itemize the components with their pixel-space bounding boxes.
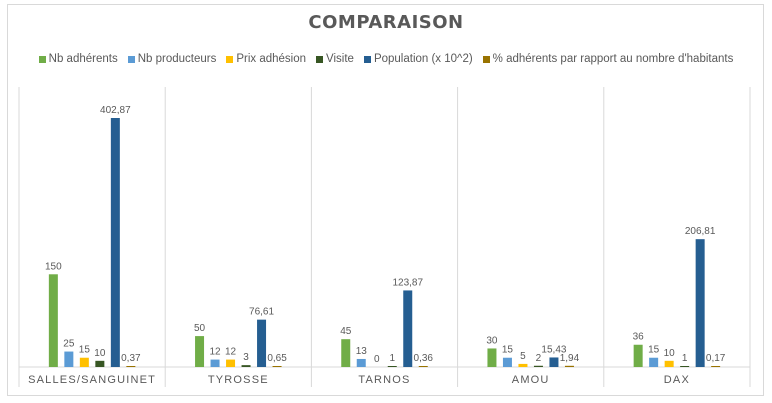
bar [695, 239, 705, 367]
data-label: 1 [389, 353, 395, 364]
category-label: AMOU [512, 374, 550, 386]
bar [711, 366, 721, 367]
bar [649, 357, 659, 367]
category-label: SALLES/SANGUINET [28, 374, 156, 386]
bar [126, 366, 136, 367]
data-label: 45 [340, 326, 352, 337]
bar [110, 118, 120, 367]
bar [664, 360, 674, 367]
category-label: DAX [664, 374, 690, 386]
data-label: 1,94 [560, 353, 580, 364]
chart-frame [7, 4, 764, 396]
data-label: 50 [194, 323, 206, 334]
chart-title: COMPARAISON [308, 12, 464, 33]
data-label: 3 [243, 352, 249, 363]
legend-label: Prix adhésion [236, 53, 307, 65]
legend-swatch [363, 55, 371, 63]
category-label: TARNOS [358, 374, 410, 386]
bar [518, 363, 528, 367]
bar [680, 366, 690, 367]
data-label: 402,87 [100, 105, 131, 116]
data-label: 15 [648, 345, 660, 356]
data-label: 76,61 [249, 307, 274, 318]
bar [210, 359, 220, 367]
data-label: 15,43 [541, 344, 566, 355]
legend-item: Population (x 10^2) [363, 53, 473, 65]
bar [564, 365, 574, 367]
legend-swatch [482, 55, 490, 63]
data-label: 2 [536, 353, 542, 364]
bar [549, 357, 559, 367]
data-label: 10 [664, 348, 676, 359]
bar [387, 366, 397, 367]
data-label: 0 [374, 354, 380, 365]
bar [95, 360, 105, 367]
legend-swatch [316, 55, 324, 63]
bar [257, 319, 267, 367]
data-label: 15 [79, 345, 91, 356]
bar [341, 339, 351, 367]
bar [64, 351, 74, 367]
legend-label: Population (x 10^2) [373, 53, 473, 65]
legend-label: Nb adhérents [48, 53, 118, 65]
legend-item: Prix adhésion [226, 53, 306, 65]
data-label: 150 [45, 261, 62, 272]
bar [226, 359, 236, 367]
data-label: 0,37 [121, 353, 141, 364]
data-label: 206,81 [685, 226, 716, 237]
legend-label: % adhérents par rapport au nombre d'habi… [492, 53, 734, 65]
data-label: 12 [225, 347, 237, 358]
category-label: TYROSSE [208, 374, 269, 386]
legend-swatch [226, 55, 234, 63]
data-label: 25 [63, 339, 75, 350]
data-label: 36 [633, 332, 645, 343]
bar [487, 348, 497, 367]
bar [195, 336, 205, 367]
legend-label: Nb producteurs [137, 53, 217, 65]
chart-legend: Nb adhérents Nb producteurs Prix adhésion V… [0, 53, 772, 65]
bar [403, 290, 413, 367]
bar [272, 366, 282, 367]
data-label: 5 [520, 351, 526, 362]
legend-swatch [38, 55, 46, 63]
bar [48, 274, 58, 367]
data-label: 0,65 [267, 353, 287, 364]
bar [418, 366, 428, 367]
legend-item: % adhérents par rapport au nombre d'habi… [482, 53, 734, 65]
legend-swatch [127, 55, 135, 63]
legend-label: Visite [326, 53, 354, 65]
bar [79, 357, 89, 367]
legend-item: Nb adhérents [38, 53, 118, 65]
data-label: 12 [209, 347, 221, 358]
data-label: 10 [94, 348, 106, 359]
data-label: 0,17 [706, 353, 726, 364]
data-label: 1 [682, 353, 688, 364]
bar [633, 344, 643, 367]
legend-item: Visite [316, 53, 354, 65]
data-label: 15 [502, 345, 514, 356]
data-label: 123,87 [392, 277, 423, 288]
data-label: 30 [486, 335, 498, 346]
bar [356, 358, 366, 367]
bar [502, 357, 512, 367]
bar [533, 365, 543, 367]
data-label: 13 [356, 346, 368, 357]
legend-item: Nb producteurs [127, 53, 217, 65]
data-label: 0,36 [414, 353, 434, 364]
bar [241, 365, 251, 367]
